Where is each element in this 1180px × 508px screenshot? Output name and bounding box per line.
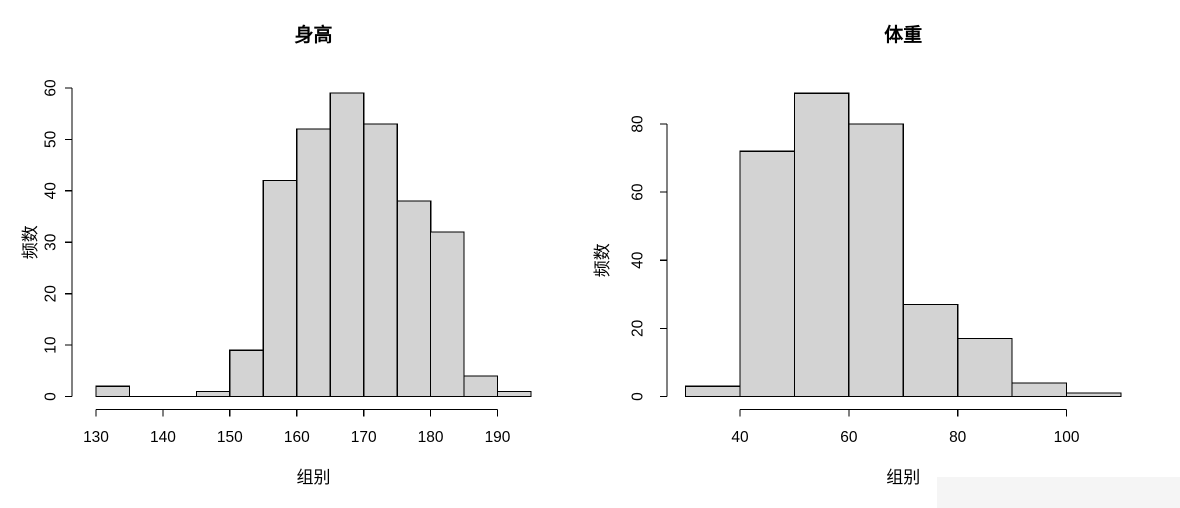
histogram-bar [793, 92, 850, 398]
histogram-bar [684, 385, 741, 398]
histogram-bar [463, 375, 499, 398]
histogram-bar [496, 390, 532, 398]
histogram-bar [739, 150, 796, 398]
x-tick-label: 160 [284, 429, 310, 446]
x-tick-label: 40 [731, 429, 749, 446]
x-tick-label: 140 [150, 429, 176, 446]
histogram-bar [229, 349, 264, 398]
x-tick-label: 180 [418, 429, 444, 446]
histogram-bar [296, 128, 331, 398]
histogram-bar [329, 92, 365, 398]
x-tick-label: 100 [1054, 429, 1080, 446]
histogram-bar [95, 385, 131, 398]
histogram-bar [262, 180, 298, 398]
chart-title: 体重 [884, 23, 922, 46]
x-tick-label: 190 [485, 429, 511, 446]
histogram-bar [430, 231, 465, 398]
y-axis-label: 频数 [21, 225, 41, 259]
y-tick-label: 20 [630, 319, 647, 337]
x-axis-label: 组别 [297, 468, 331, 488]
y-tick-label: 60 [630, 183, 647, 201]
x-tick-label: 80 [949, 429, 967, 446]
y-tick-label: 0 [630, 392, 647, 401]
y-tick-label: 30 [43, 233, 60, 251]
y-tick-label: 60 [43, 79, 60, 97]
histogram-bar [902, 303, 959, 398]
histogram-bar [195, 390, 231, 398]
y-tick-label: 80 [630, 115, 647, 133]
histogram-bar [957, 338, 1013, 398]
histogram-bar [848, 123, 904, 398]
histogram-height: 0 10 20 30 40 50 60 130 140 150 160 170 180 190 身高组别 频数 [21, 23, 532, 488]
histogram-bar [396, 200, 432, 398]
x-tick-label: 60 [840, 429, 858, 446]
y-tick-label: 40 [43, 182, 60, 200]
histogram-bar [1011, 382, 1068, 398]
histogram-weight: 0 20 40 60 80 40 60 80 100 体重组别 频数 [590, 0, 1180, 508]
y-tick-label: 20 [43, 285, 60, 303]
y-tick-label: 0 [43, 392, 60, 401]
y-tick-label: 50 [43, 130, 60, 148]
x-tick-label: 130 [83, 429, 109, 446]
x-tick-label: 170 [351, 429, 377, 446]
y-axis-label: 频数 [593, 243, 613, 277]
chart-title: 身高 [294, 23, 332, 46]
y-tick-label: 10 [43, 336, 60, 354]
y-tick-label: 40 [630, 251, 647, 269]
histogram-bar [363, 123, 398, 398]
watermark-strip [937, 477, 1180, 508]
x-axis-label: 组别 [886, 468, 920, 488]
x-tick-label: 150 [217, 429, 243, 446]
